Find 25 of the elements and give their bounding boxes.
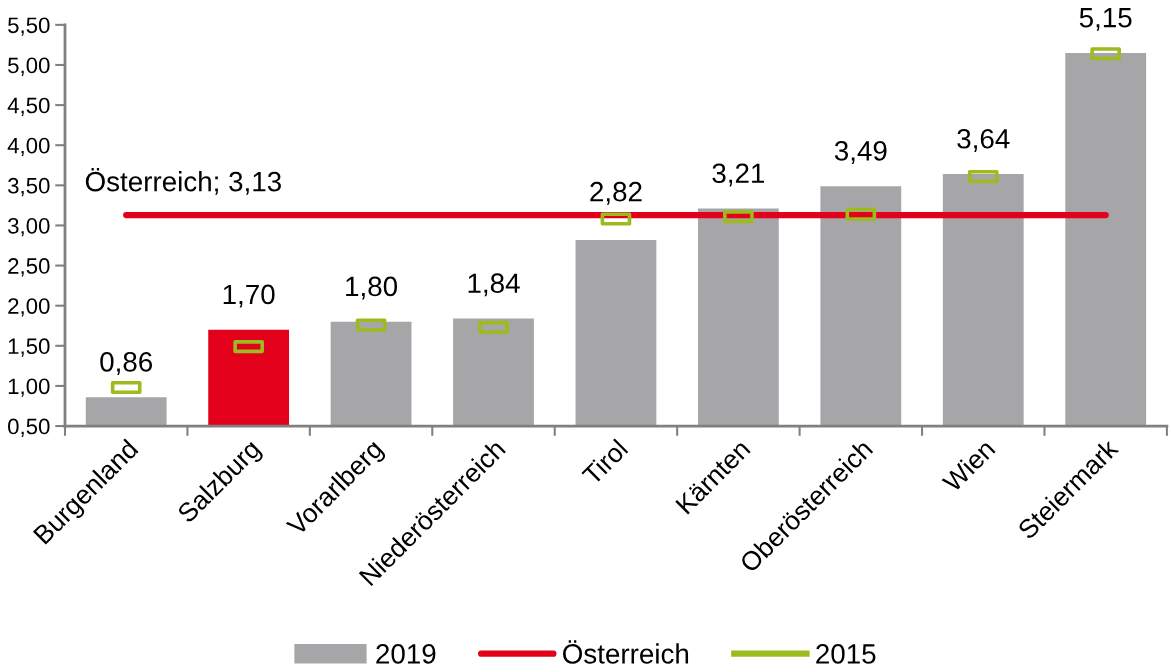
y-tick-label: 4,00 bbox=[7, 137, 50, 157]
data-label: 3,64 bbox=[957, 128, 1010, 152]
y-tick-label: 3,00 bbox=[8, 217, 50, 237]
data-label: 1,80 bbox=[346, 276, 398, 300]
data-label: Österreich; 3,13 bbox=[85, 167, 281, 195]
data-label: 3,49 bbox=[834, 140, 887, 164]
y-tick-label: 0,50 bbox=[8, 418, 50, 437]
y-tick-label: 4,50 bbox=[7, 97, 50, 116]
legend-label: Österreich bbox=[563, 640, 689, 664]
data-label: 1,70 bbox=[223, 284, 275, 308]
legend-label: 2019 bbox=[376, 644, 436, 664]
data-label: 5,15 bbox=[1079, 8, 1132, 31]
y-tick-label: 2,50 bbox=[8, 258, 50, 277]
data-label: 3,21 bbox=[712, 163, 765, 187]
data-label: 0,86 bbox=[100, 352, 153, 375]
y-tick-label: 5,50 bbox=[8, 17, 50, 36]
data-label: 2,82 bbox=[590, 181, 642, 205]
y-tick-label: 5,00 bbox=[8, 57, 50, 76]
y-tick-label: 2,00 bbox=[8, 298, 50, 317]
x-tick-label: Tirol bbox=[580, 438, 629, 487]
data-label: 1,84 bbox=[468, 273, 520, 297]
y-tick-label: 1,50 bbox=[8, 338, 50, 357]
legend-label: 2015 bbox=[816, 644, 876, 664]
y-tick-label: 1,00 bbox=[8, 378, 50, 397]
y-tick-label: 3,50 bbox=[8, 177, 50, 197]
